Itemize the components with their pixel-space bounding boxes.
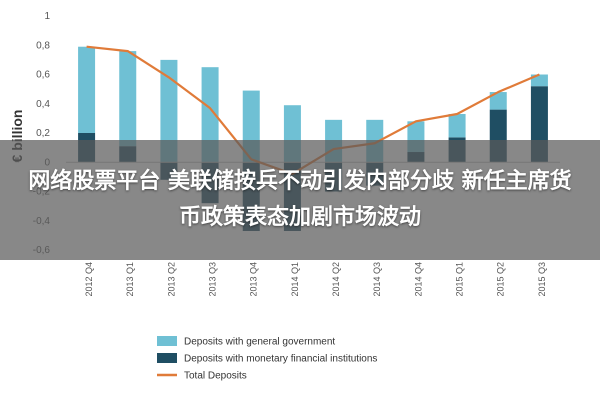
y-tick-label: 0,4 <box>36 99 50 110</box>
y-tick-label: 0,6 <box>36 70 50 81</box>
y-tick-label: 1 <box>44 11 50 22</box>
x-axis-ticks: 2012 Q4 2013 Q1 2013 Q2 2013 Q3 2013 Q4 2014 … <box>84 262 547 297</box>
y-tick-label: 0,2 <box>36 128 50 139</box>
x-tick-label: 2013 Q4 <box>249 262 259 297</box>
legend-entry: Deposits with general government <box>184 337 335 348</box>
bar-general-government <box>78 46 96 133</box>
legend-swatch <box>157 353 177 363</box>
bar-general-government <box>530 74 548 87</box>
bar-general-government <box>201 67 219 163</box>
x-tick-label: 2014 Q3 <box>372 262 382 297</box>
bar-general-government <box>448 113 466 138</box>
x-tick-label: 2012 Q4 <box>84 262 94 297</box>
x-tick-label: 2013 Q3 <box>207 262 217 297</box>
legend-entry: Total Deposits <box>184 371 247 382</box>
x-tick-label: 2015 Q2 <box>496 262 506 297</box>
x-tick-label: 2015 Q3 <box>537 262 547 297</box>
legend-swatch <box>157 336 177 346</box>
x-tick-label: 2015 Q1 <box>454 262 464 297</box>
headline-banner: 网络股票平台 美联储按兵不动引发内部分歧 新任主席货币政策表态加剧市场波动 <box>0 140 600 260</box>
legend: Deposits with general government Deposits… <box>157 336 377 382</box>
x-tick-label: 2014 Q1 <box>290 262 300 297</box>
bar-general-government <box>160 59 178 163</box>
legend-entry: Deposits with monetary financial institu… <box>184 354 377 365</box>
headline-text: 网络股票平台 美联储按兵不动引发内部分歧 新任主席货币政策表态加剧市场波动 <box>28 169 572 230</box>
x-tick-label: 2013 Q1 <box>125 262 135 297</box>
x-tick-label: 2013 Q2 <box>166 262 176 297</box>
x-tick-label: 2014 Q2 <box>331 262 341 297</box>
x-tick-label: 2014 Q4 <box>413 262 423 297</box>
bar-general-government <box>489 92 507 110</box>
y-tick-label: 0,8 <box>36 40 50 51</box>
bar-general-government <box>119 51 137 147</box>
